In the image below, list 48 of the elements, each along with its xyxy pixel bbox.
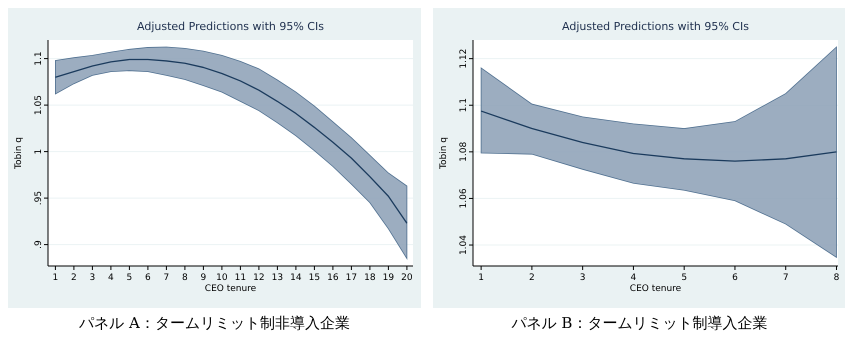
x-tick-label: 17	[346, 273, 358, 283]
x-tick-label: 7	[782, 273, 789, 283]
x-tick-label: 11	[234, 273, 246, 283]
y-tick-label: 1.05	[34, 95, 44, 116]
x-tick-label: 18	[364, 273, 376, 283]
y-tick-label: .9	[34, 240, 44, 249]
x-tick-label: 6	[145, 273, 152, 283]
x-tick-label: 6	[732, 273, 738, 283]
x-tick-label: 1	[478, 273, 484, 283]
x-tick-label: 8	[834, 273, 840, 283]
y-tick-label: 1.08	[459, 142, 469, 162]
y-axis-title: Tobin q	[14, 137, 24, 170]
x-tick-label: 9	[200, 273, 207, 283]
text: パネル A：タームリミット制非導入企業	[78, 314, 350, 332]
x-tick-label: 4	[108, 273, 114, 283]
y-tick-label: 1.12	[459, 48, 469, 69]
text: パネル B：タームリミット制導入企業	[510, 314, 768, 332]
x-tick-label: 5	[126, 273, 132, 283]
chart-title: Adjusted Predictions with 95% CIs	[137, 20, 324, 33]
x-tick-label: 16	[327, 273, 339, 283]
x-axis-title: CEO tenure	[630, 284, 682, 294]
x-tick-label: 1	[52, 273, 58, 283]
x-tick-label: 3	[580, 273, 586, 283]
y-tick-label: 1.06	[459, 188, 469, 208]
x-tick-label: 15	[308, 273, 320, 283]
x-tick-label: 19	[382, 273, 394, 283]
x-tick-label: 2	[71, 273, 77, 283]
x-tick-label: 3	[90, 273, 96, 283]
y-tick-label: 1.1	[459, 98, 469, 112]
x-tick-label: 12	[253, 273, 265, 283]
x-tick-label: 13	[272, 273, 284, 283]
x-tick-label: 7	[164, 273, 170, 283]
x-tick-label: 10	[216, 273, 228, 283]
y-axis-title: Tobin q	[439, 137, 449, 170]
x-axis-title: CEO tenure	[204, 284, 257, 294]
x-tick-label: 8	[182, 273, 188, 283]
y-tick-label: .95	[34, 190, 44, 206]
y-tick-label: 1	[34, 148, 44, 154]
y-tick-label: 1.04	[459, 234, 469, 256]
x-tick-label: 20	[401, 273, 413, 283]
x-tick-label: 5	[681, 273, 688, 283]
y-tick-label: 1.1	[34, 51, 44, 66]
line-series	[480, 110, 838, 162]
x-tick-label: 4	[630, 273, 637, 283]
line-series	[54, 58, 408, 224]
chart-title: Adjusted Predictions with 95% CIs	[562, 20, 750, 33]
x-tick-label: 14	[290, 273, 302, 283]
x-tick-label: 2	[529, 273, 535, 283]
